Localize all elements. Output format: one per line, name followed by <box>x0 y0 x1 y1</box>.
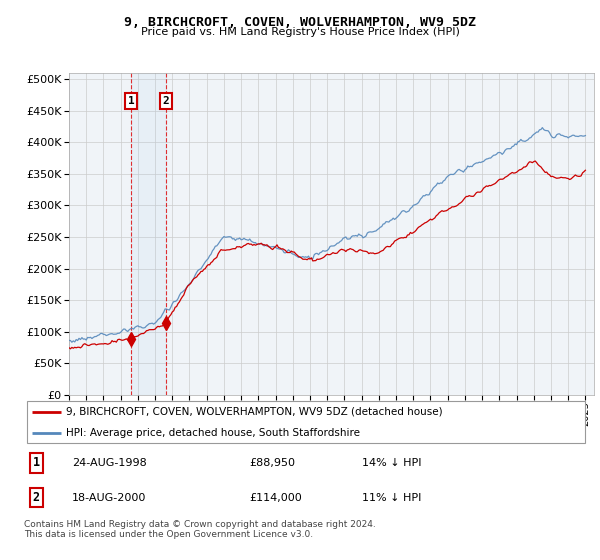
Text: 1: 1 <box>33 456 40 469</box>
Text: 24-AUG-1998: 24-AUG-1998 <box>72 458 146 468</box>
Text: 14% ↓ HPI: 14% ↓ HPI <box>362 458 422 468</box>
Text: HPI: Average price, detached house, South Staffordshire: HPI: Average price, detached house, Sout… <box>66 428 360 438</box>
Text: Contains HM Land Registry data © Crown copyright and database right 2024.
This d: Contains HM Land Registry data © Crown c… <box>24 520 376 539</box>
Text: 9, BIRCHCROFT, COVEN, WOLVERHAMPTON, WV9 5DZ: 9, BIRCHCROFT, COVEN, WOLVERHAMPTON, WV9… <box>124 16 476 29</box>
Text: 2: 2 <box>163 96 169 106</box>
Text: £88,950: £88,950 <box>250 458 296 468</box>
Bar <box>131 73 166 395</box>
Text: 18-AUG-2000: 18-AUG-2000 <box>72 493 146 502</box>
Text: 2: 2 <box>33 491 40 504</box>
Text: Price paid vs. HM Land Registry's House Price Index (HPI): Price paid vs. HM Land Registry's House … <box>140 27 460 37</box>
Text: 9, BIRCHCROFT, COVEN, WOLVERHAMPTON, WV9 5DZ (detached house): 9, BIRCHCROFT, COVEN, WOLVERHAMPTON, WV9… <box>66 407 443 417</box>
FancyBboxPatch shape <box>27 401 585 444</box>
Text: 1: 1 <box>128 96 135 106</box>
Text: 11% ↓ HPI: 11% ↓ HPI <box>362 493 422 502</box>
Text: £114,000: £114,000 <box>250 493 302 502</box>
